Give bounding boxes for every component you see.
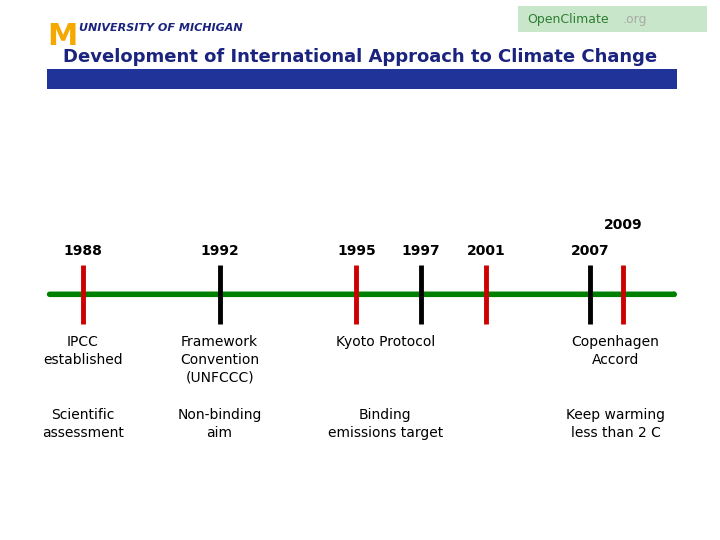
Text: Development of International Approach to Climate Change: Development of International Approach to… bbox=[63, 48, 657, 66]
Text: Non-binding
aim: Non-binding aim bbox=[177, 408, 262, 440]
Text: Scientific
assessment: Scientific assessment bbox=[42, 408, 124, 440]
Text: Keep warming
less than 2 C: Keep warming less than 2 C bbox=[566, 408, 665, 440]
Text: 1988: 1988 bbox=[63, 244, 102, 258]
Text: 2009: 2009 bbox=[603, 218, 642, 232]
Text: Framework
Convention
(UNFCCC): Framework Convention (UNFCCC) bbox=[180, 335, 259, 384]
Text: .org: .org bbox=[623, 13, 647, 26]
Text: Copenhagen
Accord: Copenhagen Accord bbox=[572, 335, 660, 367]
Text: 1992: 1992 bbox=[200, 244, 239, 258]
Text: M: M bbox=[47, 22, 77, 51]
Text: UNIVERSITY OF MICHIGAN: UNIVERSITY OF MICHIGAN bbox=[79, 23, 243, 33]
Text: 1995: 1995 bbox=[337, 244, 376, 258]
Text: IPCC
established: IPCC established bbox=[43, 335, 122, 367]
FancyBboxPatch shape bbox=[47, 69, 677, 89]
Text: 2007: 2007 bbox=[571, 244, 610, 258]
Text: Binding
emissions target: Binding emissions target bbox=[328, 408, 443, 440]
Text: Kyoto Protocol: Kyoto Protocol bbox=[336, 335, 435, 349]
Text: OpenClimate: OpenClimate bbox=[527, 13, 608, 26]
Text: 1997: 1997 bbox=[402, 244, 441, 258]
FancyBboxPatch shape bbox=[518, 6, 707, 32]
Text: 2001: 2001 bbox=[467, 244, 505, 258]
